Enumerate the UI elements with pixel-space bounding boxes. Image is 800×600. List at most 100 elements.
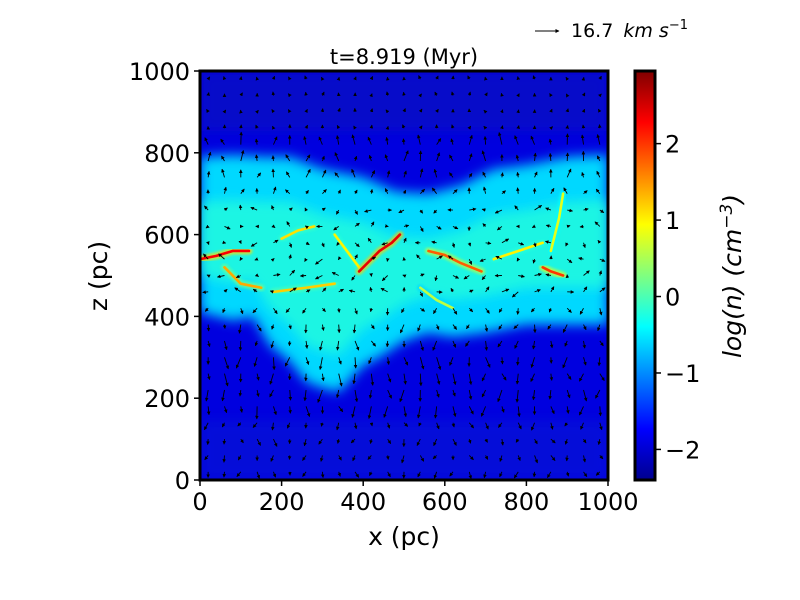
velocity-arrow	[515, 438, 520, 443]
y-tick-label: 0	[175, 467, 190, 495]
velocity-arrow	[484, 324, 489, 332]
velocity-arrow	[434, 91, 438, 96]
velocity-arrow	[369, 76, 374, 81]
velocity-arrow	[450, 138, 454, 145]
velocity-arrow	[419, 357, 425, 370]
velocity-arrow	[271, 109, 276, 114]
filament-3	[272, 282, 336, 294]
velocity-arrow	[515, 373, 520, 385]
velocity-arrow	[534, 171, 538, 178]
velocity-arrow	[234, 287, 242, 293]
velocity-arrow	[385, 136, 389, 145]
x-axis-label: x (pc)	[368, 522, 440, 551]
velocity-arrow	[566, 406, 570, 414]
velocity-arrow	[218, 253, 225, 260]
velocity-arrow	[352, 324, 357, 334]
velocity-arrow	[335, 135, 340, 145]
velocity-arrow	[501, 373, 507, 381]
velocity-arrow	[566, 168, 572, 178]
velocity-arrow	[386, 170, 391, 178]
velocity-arrow	[387, 389, 392, 399]
y-tick-label: 800	[144, 140, 190, 168]
velocity-arrow	[403, 170, 407, 178]
velocity-arrow	[498, 324, 503, 330]
velocity-arrow	[303, 135, 307, 145]
velocity-arrow	[352, 455, 356, 462]
velocity-arrow	[221, 422, 226, 428]
velocity-arrow	[517, 406, 521, 418]
velocity-arrow	[237, 422, 242, 427]
velocity-arrow	[468, 422, 474, 429]
velocity-arrow	[387, 438, 392, 444]
velocity-arrow	[240, 438, 244, 444]
velocity-arrow	[315, 275, 323, 280]
velocity-arrow	[530, 373, 535, 382]
velocity-arrow	[288, 389, 293, 401]
velocity-arrow	[417, 134, 421, 145]
y-axis-label: z (pc)	[84, 241, 113, 311]
velocity-arrow	[452, 389, 456, 397]
velocity-arrow	[565, 76, 570, 81]
velocity-arrow	[369, 108, 374, 113]
velocity-arrow	[532, 75, 537, 80]
velocity-arrow	[565, 125, 569, 129]
velocity-arrow	[418, 93, 422, 98]
velocity-arrow	[271, 324, 275, 330]
velocity-arrow	[368, 357, 372, 365]
velocity-arrows-layer	[202, 75, 606, 480]
velocity-arrow	[465, 340, 470, 347]
velocity-arrow	[317, 389, 323, 403]
velocity-arrow	[436, 357, 442, 371]
velocity-arrow	[516, 93, 520, 98]
velocity-arrow	[533, 152, 537, 162]
velocity-arrow	[481, 150, 487, 162]
velocity-arrow	[452, 340, 457, 348]
velocity-arrow	[337, 308, 341, 313]
velocity-arrow	[252, 307, 258, 314]
velocity-arrow	[566, 373, 572, 380]
velocity-arrow	[369, 286, 373, 292]
velocity-arrow	[447, 255, 454, 260]
velocity-arrow	[449, 154, 454, 162]
velocity-arrow	[337, 189, 341, 194]
velocity-arrow	[398, 209, 405, 214]
velocity-arrow	[204, 389, 209, 402]
x-tick-label: 0	[192, 488, 207, 516]
velocity-arrow	[501, 406, 505, 413]
velocity-arrow	[481, 275, 486, 281]
velocity-arrow	[469, 207, 477, 212]
velocity-arrow	[207, 373, 211, 381]
velocity-arrow	[436, 389, 440, 398]
velocity-arrow	[484, 340, 489, 351]
velocity-arrow	[367, 237, 372, 244]
velocity-arrow	[513, 471, 519, 479]
velocity-arrow	[254, 340, 259, 347]
velocity-arrow	[562, 357, 568, 369]
velocity-arrow	[498, 307, 503, 313]
velocity-arrow	[564, 340, 568, 347]
velocity-arrow	[299, 273, 307, 278]
velocity-arrow	[351, 168, 356, 178]
velocity-arrow	[566, 224, 571, 229]
velocity-arrow	[547, 471, 552, 478]
velocity-arrow	[350, 438, 356, 444]
velocity-arrow	[222, 109, 227, 114]
colorbar-gradient	[633, 69, 657, 482]
velocity-arrow	[469, 289, 474, 294]
velocity-arrow	[368, 389, 373, 399]
velocity-arrow	[385, 91, 390, 96]
velocity-arrow	[270, 340, 275, 349]
velocity-arrow	[594, 221, 601, 227]
velocity-arrow	[319, 455, 324, 462]
velocity-arrow	[403, 422, 409, 427]
velocity-arrow	[514, 135, 519, 145]
velocity-arrow	[595, 389, 601, 399]
velocity-arrow	[256, 172, 262, 178]
velocity-arrow	[239, 256, 244, 261]
velocity-arrow	[240, 149, 245, 162]
velocity-arrow	[354, 189, 358, 194]
filament-10	[549, 192, 565, 253]
quiver-key: 16.7 km s−1	[535, 18, 688, 42]
velocity-arrow	[216, 274, 225, 279]
